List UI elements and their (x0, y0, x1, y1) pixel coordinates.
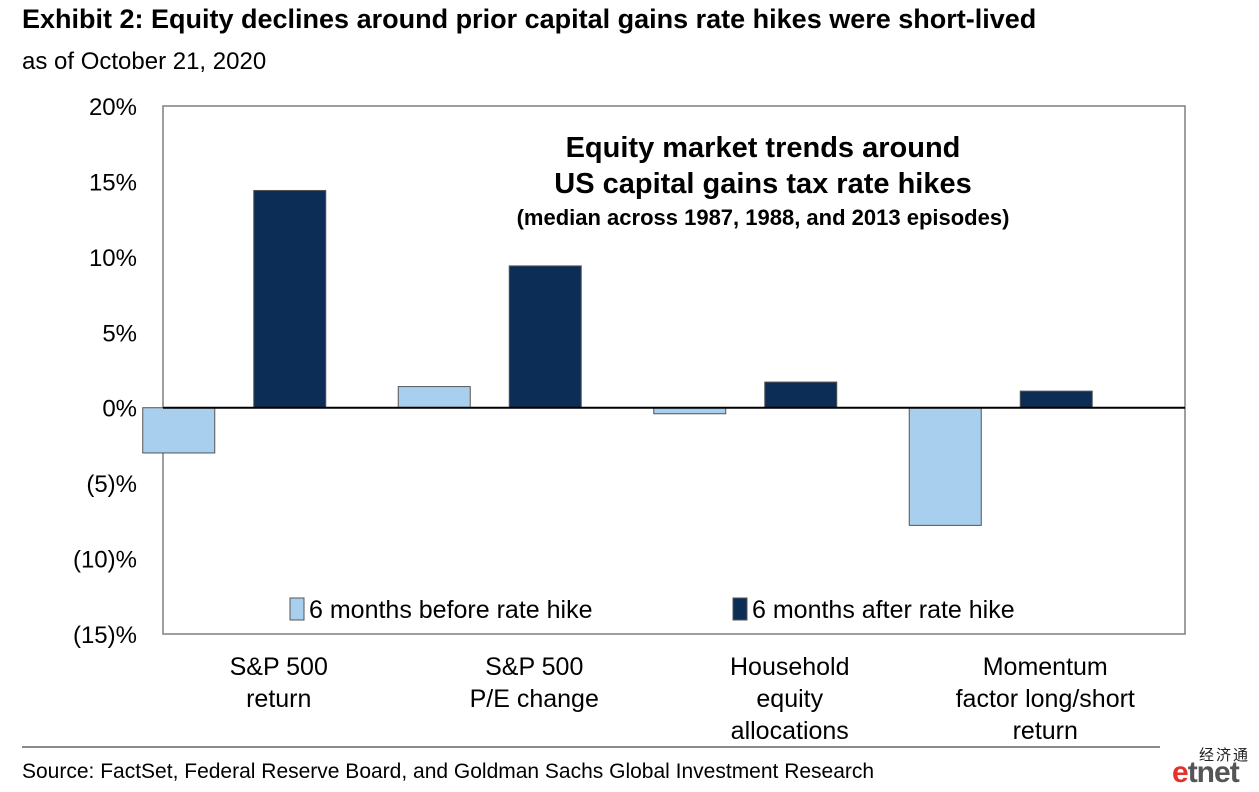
source-note: Source: FactSet, Federal Reserve Board, … (22, 760, 875, 783)
watermark-chinese: 经济通 (1199, 746, 1251, 764)
bar-before (397, 386, 471, 409)
bar-before (142, 407, 216, 454)
y-tick-label: (10)% (73, 547, 137, 574)
etnet-logo-rest: tnet (1187, 756, 1240, 789)
y-tick-label: 10% (89, 245, 137, 272)
legend-swatch-before (289, 597, 305, 621)
category-label: Household (730, 653, 850, 681)
y-tick-label: 15% (89, 169, 137, 196)
exhibit-subtitle: as of October 21, 2020 (22, 48, 267, 75)
exhibit-title: Exhibit 2: Equity declines around prior … (22, 4, 1037, 34)
y-tick-label: 20% (89, 94, 137, 121)
y-tick-label: (15)% (73, 622, 137, 649)
bar-after (508, 265, 582, 409)
legend-swatch-after (732, 597, 748, 621)
etnet-logo: etnet (1172, 756, 1240, 790)
bar-before (908, 407, 982, 526)
chart-title-line: US capital gains tax rate hikes (554, 168, 971, 200)
etnet-logo-e: e (1172, 756, 1189, 789)
y-tick-label: 0% (102, 396, 137, 423)
chart-subtitle: (median across 1987, 1988, and 2013 epis… (517, 205, 1010, 230)
bar-after (1019, 390, 1093, 409)
category-label: S&P 500 (230, 653, 328, 681)
y-tick-label: (5)% (86, 471, 137, 498)
category-label: allocations (731, 717, 849, 745)
chart-title-line: Equity market trends around (566, 132, 961, 164)
category-label: Momentum (983, 653, 1108, 681)
category-label: P/E change (470, 685, 599, 713)
category-label: equity (756, 685, 823, 713)
source-divider (22, 746, 1160, 748)
legend-label-before: 6 months before rate hike (309, 596, 593, 624)
legend-label-after: 6 months after rate hike (752, 596, 1015, 624)
bar-after (253, 189, 327, 409)
category-label: factor long/short (956, 685, 1135, 713)
category-label: return (246, 685, 311, 713)
y-tick-label: 5% (102, 320, 137, 347)
category-label: S&P 500 (485, 653, 583, 681)
plot-frame (162, 105, 1186, 635)
bar-after (764, 381, 838, 409)
category-label: return (1013, 717, 1078, 745)
